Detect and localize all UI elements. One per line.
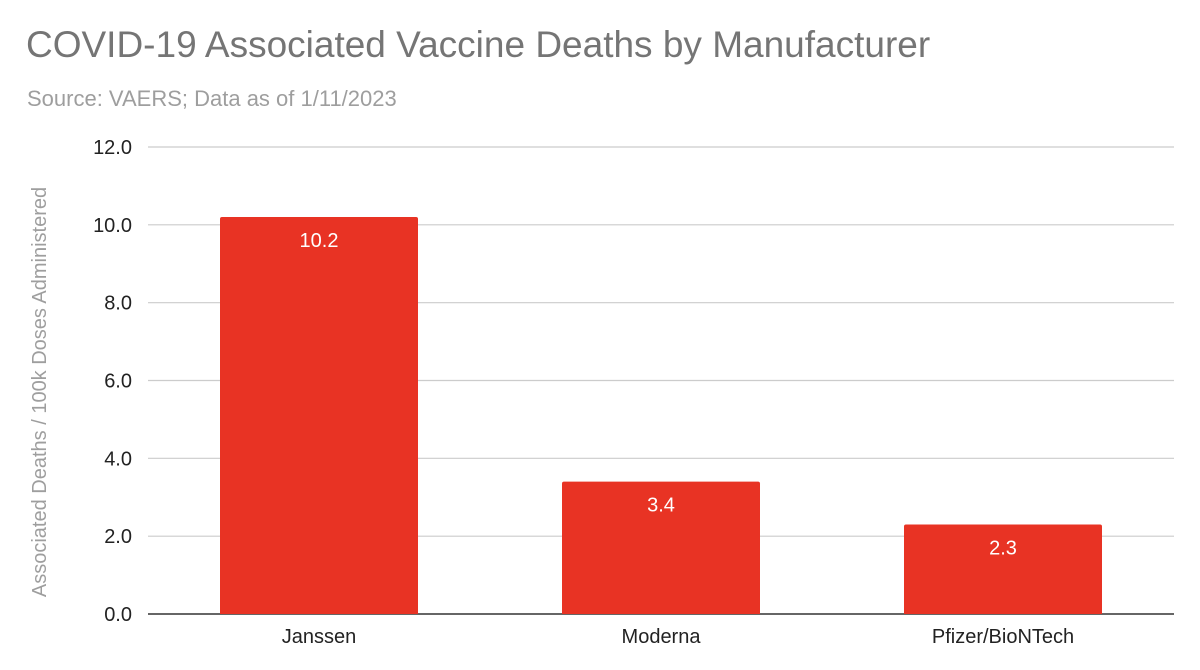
chart-title: COVID-19 Associated Vaccine Deaths by Ma… bbox=[26, 24, 931, 65]
x-category-label: Pfizer/BioNTech bbox=[932, 626, 1074, 648]
bar-pfizer-biontech bbox=[904, 524, 1102, 614]
x-category-label: Janssen bbox=[282, 626, 357, 648]
data-label: 10.2 bbox=[300, 230, 339, 252]
chart-subtitle: Source: VAERS; Data as of 1/11/2023 bbox=[27, 86, 397, 111]
x-axis-categories: Janssen Moderna Pfizer/BioNTech bbox=[282, 626, 1074, 648]
y-tick-label: 0.0 bbox=[104, 604, 132, 626]
data-label: 2.3 bbox=[989, 537, 1017, 559]
y-axis-label: Associated Deaths / 100k Doses Administe… bbox=[29, 187, 51, 597]
y-tick-label: 6.0 bbox=[104, 371, 132, 393]
data-label: 3.4 bbox=[647, 495, 675, 517]
y-tick-label: 10.0 bbox=[93, 215, 132, 237]
bar-janssen bbox=[220, 217, 418, 615]
y-tick-label: 4.0 bbox=[104, 448, 132, 470]
bars: 10.2 3.4 2.3 bbox=[220, 217, 1102, 615]
y-tick-label: 12.0 bbox=[93, 137, 132, 159]
y-tick-label: 8.0 bbox=[104, 293, 132, 315]
bar-moderna bbox=[562, 481, 760, 614]
y-axis-ticks: 0.0 2.0 4.0 6.0 8.0 10.0 12.0 bbox=[93, 137, 132, 626]
x-category-label: Moderna bbox=[622, 626, 702, 648]
y-tick-label: 2.0 bbox=[104, 526, 132, 548]
